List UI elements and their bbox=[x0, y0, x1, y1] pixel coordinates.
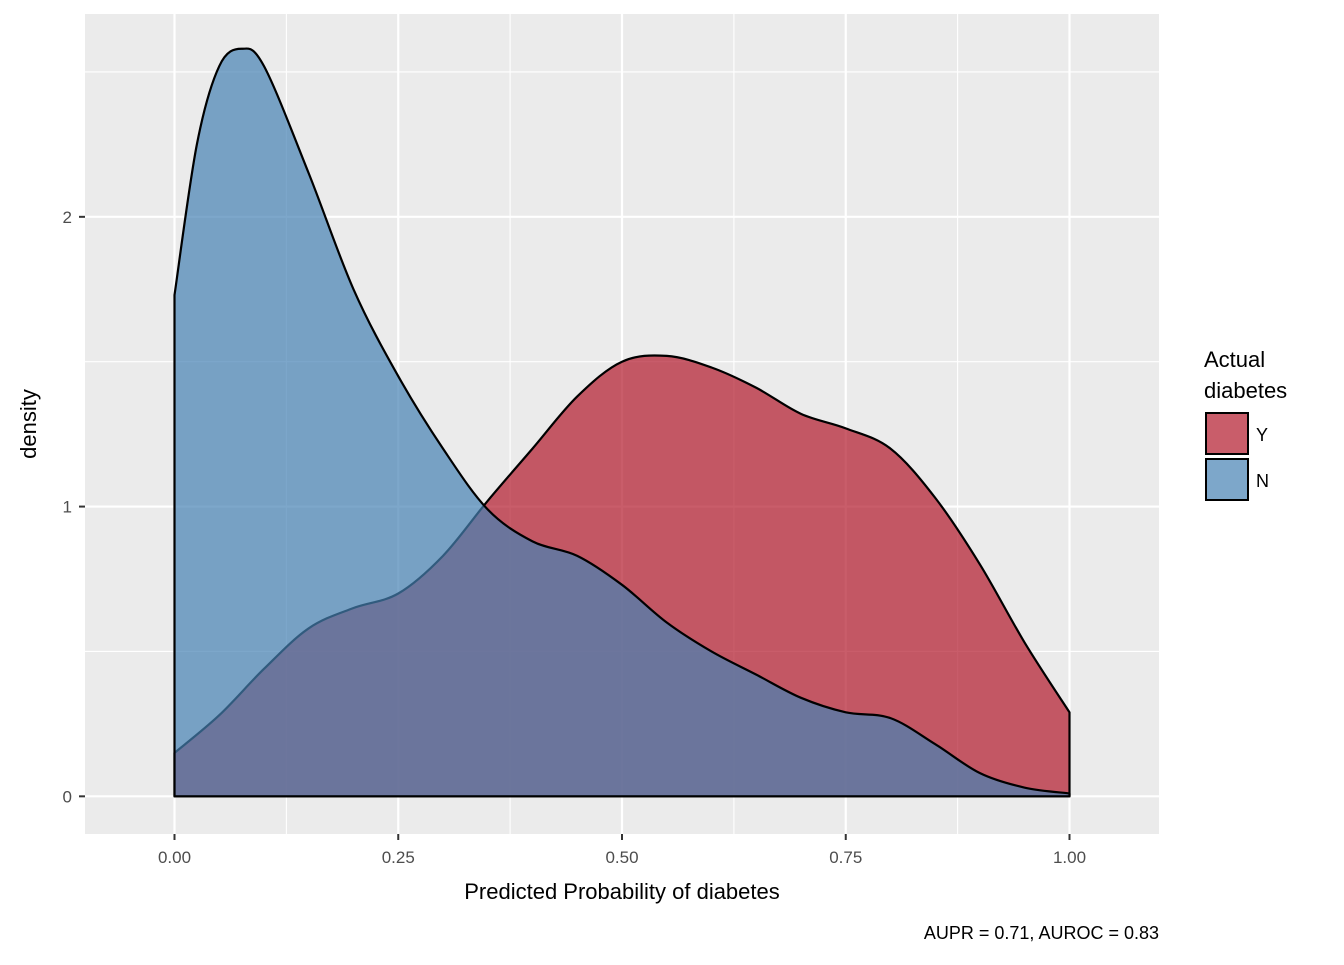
x-tick-label: 0.25 bbox=[382, 848, 415, 867]
legend-title-line-2: diabetes bbox=[1204, 378, 1287, 403]
axes: 0.00 0.25 0.50 0.75 1.00 0 1 2 bbox=[63, 208, 1087, 867]
x-axis-title: Predicted Probability of diabetes bbox=[464, 879, 780, 904]
legend-label-y: Y bbox=[1256, 425, 1268, 445]
x-tick-label: 0.75 bbox=[829, 848, 862, 867]
caption-metrics: AUPR = 0.71, AUROC = 0.83 bbox=[924, 923, 1159, 943]
density-area-n bbox=[173, 47, 1071, 798]
y-tick-label: 0 bbox=[63, 787, 72, 806]
x-tick-label: 1.00 bbox=[1053, 848, 1086, 867]
y-tick-label: 1 bbox=[63, 498, 72, 517]
y-axis-title: density bbox=[16, 389, 41, 459]
legend-title-line-1: Actual bbox=[1204, 347, 1265, 372]
density-series bbox=[173, 47, 1071, 798]
y-tick-label: 2 bbox=[63, 208, 72, 227]
legend-label-n: N bbox=[1256, 471, 1269, 491]
legend-key-n bbox=[1205, 458, 1249, 501]
x-tick-label: 0.00 bbox=[158, 848, 191, 867]
legend: Actual diabetes Y N bbox=[1204, 347, 1287, 501]
legend-key-y bbox=[1205, 412, 1249, 455]
x-tick-label: 0.50 bbox=[605, 848, 638, 867]
